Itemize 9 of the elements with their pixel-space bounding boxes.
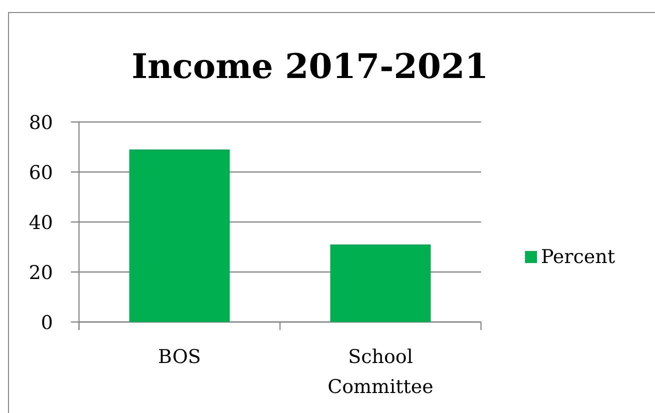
x-tick-label: School Committee [328, 346, 434, 398]
chart-title: Income 2017-2021 [132, 47, 488, 87]
y-tick-label: 20 [28, 262, 53, 284]
y-tick-label: 40 [28, 212, 53, 234]
y-tick-label: 60 [28, 162, 53, 184]
y-tick-label: 80 [28, 112, 53, 134]
x-tick-label: BOS [158, 346, 201, 368]
legend-label: Percent [541, 246, 616, 268]
y-tick-label: 0 [40, 312, 53, 334]
